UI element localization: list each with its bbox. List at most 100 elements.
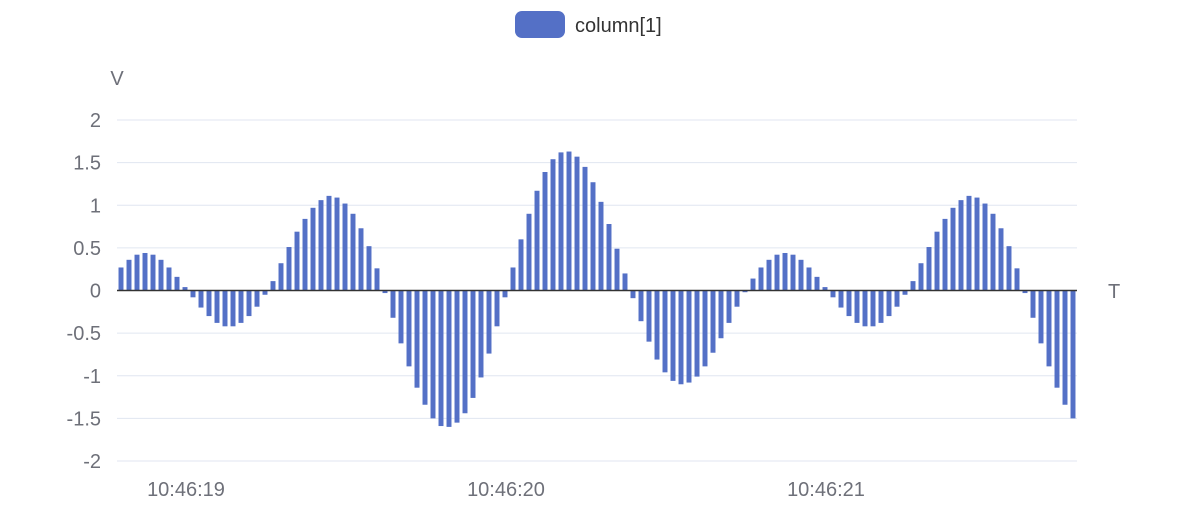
bar[interactable] [326, 195, 332, 291]
bar[interactable] [206, 290, 212, 317]
bar[interactable] [854, 290, 860, 323]
bar[interactable] [262, 290, 268, 295]
bar[interactable] [214, 290, 220, 323]
bar[interactable] [846, 290, 852, 317]
bar[interactable] [734, 290, 740, 307]
bar[interactable] [158, 259, 164, 291]
bar[interactable] [406, 290, 412, 367]
bar[interactable] [510, 267, 516, 291]
bar[interactable] [982, 203, 988, 291]
bar[interactable] [926, 247, 932, 291]
bar[interactable] [238, 290, 244, 323]
bar[interactable] [302, 218, 308, 291]
bar[interactable] [142, 252, 148, 291]
bar[interactable] [910, 281, 916, 291]
bar[interactable] [1054, 290, 1060, 388]
bar[interactable] [934, 231, 940, 291]
bar[interactable] [718, 290, 724, 339]
bar[interactable] [678, 290, 684, 385]
bar[interactable] [1022, 290, 1028, 294]
bar[interactable] [998, 228, 1004, 291]
bar[interactable] [270, 281, 276, 291]
bar[interactable] [630, 290, 636, 299]
bar[interactable] [414, 290, 420, 388]
bar[interactable] [942, 218, 948, 291]
bar[interactable] [190, 290, 196, 298]
bar[interactable] [166, 267, 172, 291]
bar[interactable] [646, 290, 652, 342]
bar[interactable] [654, 290, 660, 360]
bar[interactable] [430, 290, 436, 419]
bar[interactable] [750, 278, 756, 291]
bar[interactable] [1070, 290, 1076, 419]
legend[interactable]: column[1] [515, 11, 662, 38]
bar[interactable] [638, 290, 644, 322]
bar[interactable] [358, 228, 364, 291]
bar[interactable] [558, 152, 564, 291]
bar[interactable] [550, 159, 556, 291]
bar[interactable] [462, 290, 468, 414]
bar[interactable] [782, 252, 788, 291]
bar[interactable] [606, 224, 612, 291]
bar[interactable] [622, 273, 628, 291]
bar[interactable] [870, 290, 876, 327]
bar[interactable] [582, 166, 588, 291]
bar[interactable] [398, 290, 404, 344]
bar[interactable] [334, 197, 340, 291]
bar[interactable] [1006, 246, 1012, 291]
bar[interactable] [838, 290, 844, 308]
bar[interactable] [726, 290, 732, 323]
bar[interactable] [478, 290, 484, 378]
bar[interactable] [958, 200, 964, 291]
bar[interactable] [806, 267, 812, 291]
bar[interactable] [694, 290, 700, 377]
bar[interactable] [1014, 268, 1020, 291]
bar[interactable] [534, 190, 540, 291]
bar[interactable] [814, 276, 820, 291]
bar[interactable] [662, 290, 668, 373]
bar[interactable] [1046, 290, 1052, 367]
bar[interactable] [966, 195, 972, 291]
bar[interactable] [790, 254, 796, 291]
bar[interactable] [366, 246, 372, 291]
bar[interactable] [342, 203, 348, 291]
bar[interactable] [182, 287, 188, 291]
bar[interactable] [878, 290, 884, 323]
bar[interactable] [918, 263, 924, 291]
bar[interactable] [502, 290, 508, 298]
bar[interactable] [766, 259, 772, 291]
bar[interactable] [446, 290, 452, 427]
bar[interactable] [374, 268, 380, 291]
bar[interactable] [1062, 290, 1068, 405]
bar[interactable] [494, 290, 500, 327]
bar[interactable] [822, 287, 828, 291]
bar[interactable] [702, 290, 708, 367]
bar[interactable] [830, 290, 836, 298]
bar[interactable] [278, 263, 284, 291]
bar[interactable] [294, 231, 300, 291]
bar[interactable] [902, 290, 908, 295]
bar[interactable] [990, 213, 996, 291]
bar[interactable] [566, 151, 572, 291]
bar[interactable] [382, 290, 388, 294]
bar[interactable] [894, 290, 900, 307]
bar[interactable] [710, 290, 716, 353]
bar[interactable] [542, 172, 548, 291]
bar[interactable] [774, 254, 780, 291]
bar[interactable] [286, 247, 292, 291]
bar[interactable] [222, 290, 228, 327]
legend-label[interactable]: column[1] [575, 15, 662, 37]
bar[interactable] [134, 254, 140, 291]
bar[interactable] [862, 290, 868, 327]
bar[interactable] [126, 259, 132, 291]
bar[interactable] [310, 207, 316, 291]
bar[interactable] [590, 182, 596, 291]
bar[interactable] [246, 290, 252, 317]
legend-swatch[interactable] [515, 11, 565, 38]
bar[interactable] [454, 290, 460, 423]
bar[interactable] [598, 201, 604, 291]
bar[interactable] [350, 213, 356, 291]
bar[interactable] [118, 267, 124, 291]
bar[interactable] [950, 207, 956, 291]
bar[interactable] [526, 213, 532, 291]
